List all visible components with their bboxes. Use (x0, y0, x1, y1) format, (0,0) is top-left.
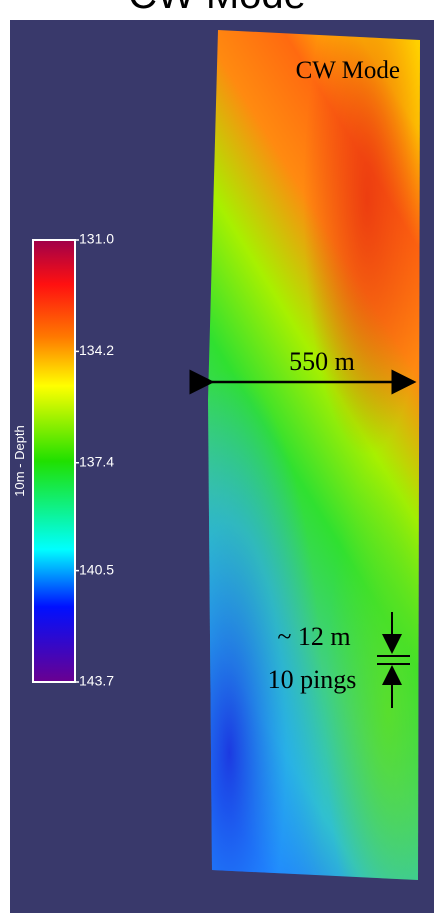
title: CW Mode (128, 0, 306, 17)
colorbar (33, 240, 75, 682)
pings-label: 10 pings (268, 665, 357, 694)
colorbar-label: 10m - Depth (12, 425, 27, 497)
swath (208, 30, 420, 880)
mode-label: CW Mode (296, 57, 400, 84)
figure: CW Mode CW Mode 550 m ~ 12 m 10 pings 10… (0, 0, 434, 913)
tick-label: 140.5 (79, 561, 114, 577)
tick-label: 134.2 (79, 342, 114, 358)
width-label: 550 m (289, 347, 355, 376)
spacing-label: ~ 12 m (277, 622, 350, 651)
tick-label: 131.0 (79, 231, 114, 247)
tick-label: 143.7 (79, 673, 114, 689)
tick-label: 137.4 (79, 453, 114, 469)
